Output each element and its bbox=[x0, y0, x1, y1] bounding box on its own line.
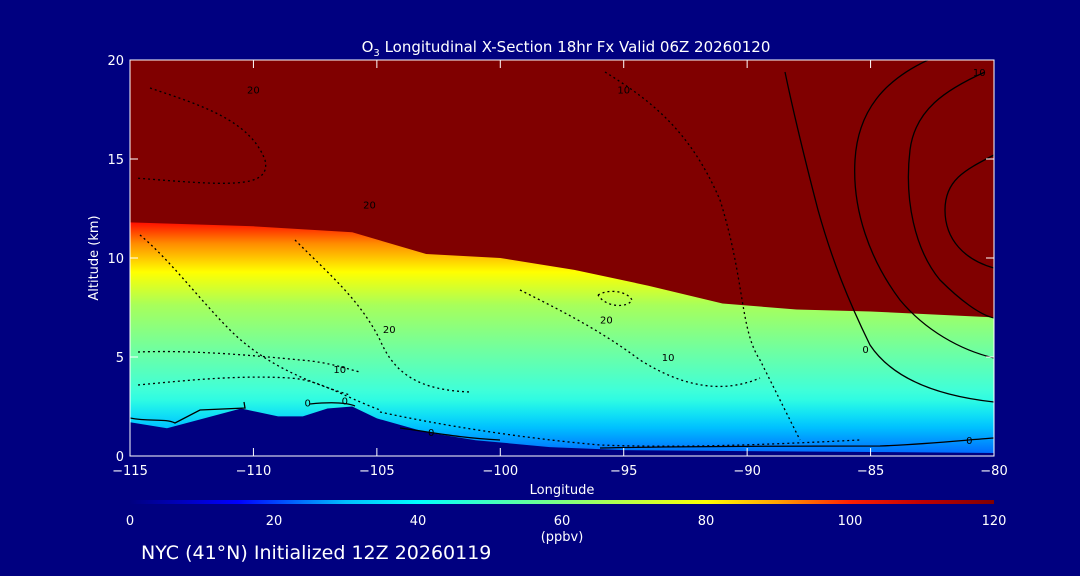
contour-line bbox=[139, 234, 351, 396]
x-tick-label: −80 bbox=[980, 464, 1007, 479]
contour-line bbox=[519, 289, 761, 388]
contour-line bbox=[944, 154, 994, 269]
terrain-mask bbox=[130, 406, 994, 456]
contour-labels: 20 10 10 20 20 20 10 10 0 0 0 0 0 bbox=[247, 68, 986, 447]
colorbar-tick-label: 0 bbox=[126, 514, 134, 529]
y-axis: 0 5 10 15 20 bbox=[107, 54, 994, 465]
x-tick-label: −110 bbox=[236, 464, 272, 479]
y-tick-label: 0 bbox=[116, 450, 124, 465]
contour-line bbox=[784, 71, 994, 403]
x-tick-label: −105 bbox=[359, 464, 395, 479]
contour-line bbox=[309, 402, 356, 407]
contour-label: 20 bbox=[247, 86, 260, 97]
contour-label: 20 bbox=[600, 315, 613, 326]
stratosphere-region bbox=[130, 60, 994, 318]
contour-line bbox=[134, 87, 267, 184]
contour-label: 10 bbox=[973, 68, 986, 79]
contour-label: 0 bbox=[305, 399, 311, 410]
contour-label: 0 bbox=[428, 428, 434, 439]
y-tick-label: 15 bbox=[107, 153, 124, 168]
contour-label: 10 bbox=[617, 86, 630, 97]
contour-line bbox=[599, 437, 994, 449]
plot-area: 20 10 10 20 20 20 10 10 0 0 0 0 0 bbox=[130, 60, 994, 456]
contour-line bbox=[294, 239, 471, 393]
x-tick-label: −95 bbox=[610, 464, 637, 479]
x-axis-label: Longitude bbox=[530, 483, 595, 498]
contour-label: 10 bbox=[662, 353, 675, 364]
title-rest: Longitudinal X-Section 18hr Fx Valid 06Z… bbox=[380, 38, 771, 56]
x-tick-label: −100 bbox=[482, 464, 518, 479]
contour-line bbox=[907, 71, 994, 319]
y-tick-label: 5 bbox=[116, 351, 124, 366]
contour-label: 0 bbox=[862, 345, 868, 356]
title-prefix: O bbox=[362, 38, 374, 56]
colorbar-tick-label: 100 bbox=[838, 514, 863, 529]
colorbar-tick-label: 120 bbox=[982, 514, 1007, 529]
contour-line bbox=[399, 427, 501, 441]
colorbar-tick-label: 20 bbox=[266, 514, 283, 529]
x-axis: −115 −110 −105 −100 −95 −90 −85 −80 bbox=[112, 60, 1008, 479]
contour-line bbox=[137, 376, 381, 411]
title-subscript: 3 bbox=[373, 48, 379, 59]
run-info: NYC (41°N) Initialized 12Z 20260119 bbox=[141, 542, 492, 564]
colorbar bbox=[130, 500, 994, 504]
colorbar-tick-label: 80 bbox=[698, 514, 715, 529]
colorbar-tick-label: 60 bbox=[554, 514, 571, 529]
contour-label: 0 bbox=[966, 436, 972, 447]
colorbar-tick-label: 40 bbox=[410, 514, 427, 529]
contour-line bbox=[604, 71, 801, 441]
y-tick-label: 20 bbox=[107, 54, 124, 69]
colorbar-label: (ppbv) bbox=[541, 530, 584, 545]
colorbar-ticks: 0 20 40 60 80 100 120 bbox=[126, 514, 1007, 529]
contour-line bbox=[130, 401, 246, 424]
contour-label: 20 bbox=[383, 325, 396, 336]
chart-title: O3 Longitudinal X-Section 18hr Fx Valid … bbox=[362, 38, 771, 59]
y-tick-label: 10 bbox=[107, 252, 124, 267]
x-tick-label: −85 bbox=[857, 464, 884, 479]
contour-lines bbox=[130, 60, 994, 449]
contour-label: 0 bbox=[342, 397, 348, 408]
contour-label: 10 bbox=[333, 365, 346, 376]
contour-line bbox=[854, 60, 994, 359]
y-axis-label: Altitude (km) bbox=[87, 215, 102, 300]
contour-line bbox=[137, 350, 361, 373]
x-tick-label: −115 bbox=[112, 464, 148, 479]
contour-label: 20 bbox=[363, 201, 376, 212]
x-tick-label: −90 bbox=[733, 464, 760, 479]
